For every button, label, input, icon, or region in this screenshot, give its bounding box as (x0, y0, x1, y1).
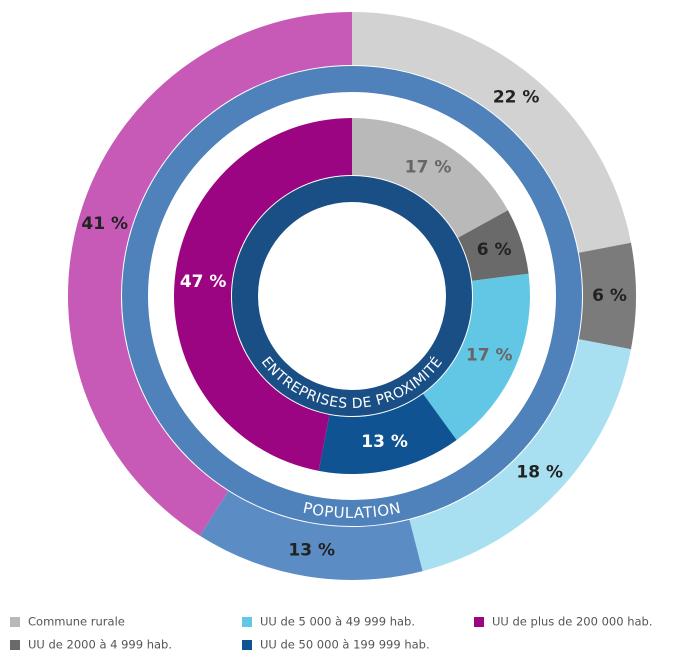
legend-label: UU de 50 000 à 199 999 hab. (260, 638, 430, 652)
segment (318, 393, 457, 474)
segment (409, 339, 631, 572)
segment (458, 210, 529, 281)
legend-label: Commune rurale (28, 615, 125, 629)
segment (423, 273, 530, 441)
legend-swatch (474, 617, 484, 627)
segment (199, 491, 423, 580)
legend-swatch (242, 640, 252, 650)
series-name: POPULATION (301, 499, 402, 522)
legend-label: UU de 2000 à 4 999 hab. (28, 638, 172, 652)
legend-swatch (10, 640, 20, 650)
value-label: 18 % (516, 462, 563, 482)
value-label: 6 % (592, 286, 627, 306)
value-label: 6 % (477, 240, 512, 260)
legend-swatch (10, 617, 20, 627)
legend-label: UU de plus de 200 000 hab. (492, 615, 652, 629)
population-ring (122, 66, 582, 526)
legend-swatch (242, 617, 252, 627)
legend-label: UU de 5 000 à 49 999 hab. (260, 615, 415, 629)
segment (174, 118, 352, 471)
ring-label: POPULATION (301, 499, 402, 522)
segment (352, 118, 508, 238)
segment (578, 242, 637, 350)
entreprises-ring (232, 176, 472, 416)
segment (352, 12, 631, 253)
segment (67, 12, 352, 536)
value-label: 17 % (466, 345, 513, 365)
value-label: 17 % (405, 157, 452, 177)
value-label: 47 % (180, 272, 227, 292)
value-label: 22 % (493, 88, 540, 108)
value-label: 41 % (81, 214, 128, 234)
value-label: 13 % (361, 432, 408, 452)
value-label: 13 % (288, 540, 335, 560)
